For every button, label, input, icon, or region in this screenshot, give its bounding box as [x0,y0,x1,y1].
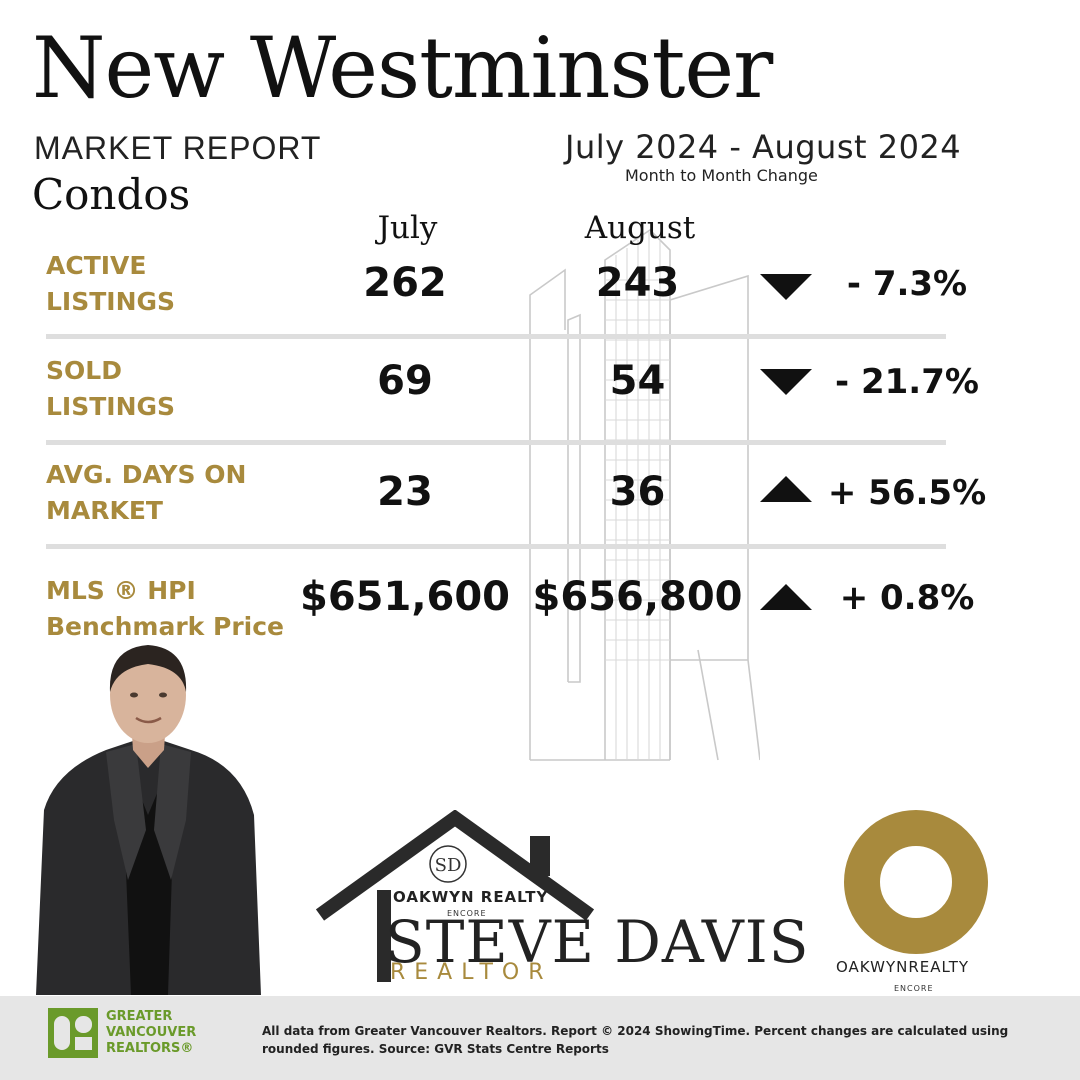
july-value: 69 [377,358,433,404]
metric-label: AVG. DAYS ON MARKET [46,457,246,529]
realtor-brand-logo: SD [315,810,595,982]
august-value: 36 [609,469,666,515]
oakwyn-ring-logo [844,810,988,954]
metric-row-hpi-benchmark-price: MLS ® HPI Benchmark Price $651,600 $656,… [0,573,1080,673]
gvr-line1: GREATER [106,1009,173,1024]
column-header-august: August [584,210,696,246]
metric-label-line1: MLS ® HPI [46,576,196,605]
row-divider [46,334,946,339]
percent-change: - 7.3% [846,264,968,304]
oakwyn-realty-label: OAKWYNREALTY [836,958,970,976]
metric-label-line1: SOLD [46,356,122,385]
august-value: 54 [609,358,666,404]
metric-row-active-listings: ACTIVE LISTINGS 262 243 - 7.3% [0,248,1080,348]
category-label: Condos [32,170,191,219]
column-header-july: July [377,210,438,246]
percent-change: + 56.5% [827,473,987,513]
realtor-portrait [36,645,261,995]
row-divider [46,544,946,549]
report-label: MARKET REPORT [34,130,322,166]
metric-label-line2: LISTINGS [46,392,176,421]
realtor-name: STEVE DAVIS [385,908,810,976]
august-value: $656,800 [532,574,743,620]
footer-disclaimer: All data from Greater Vancouver Realtors… [262,1024,1009,1056]
metric-label: SOLD LISTINGS [46,353,175,425]
down-arrow-icon [760,369,812,395]
july-value: 262 [363,260,447,306]
metric-label-line1: AVG. DAYS ON [46,460,247,489]
percent-change: + 0.8% [839,578,975,618]
metric-row-sold-listings: SOLD LISTINGS 69 54 - 21.7% [0,353,1080,453]
percent-change: - 21.7% [835,362,979,402]
gvr-logo-text: GREATER VANCOUVER REALTORS® [106,1009,196,1057]
realtor-title: REALTOR [390,960,553,985]
brand-encore: ENCORE [447,909,487,918]
august-value: 243 [595,260,680,306]
july-value: 23 [377,469,433,515]
page-title: New Westminster [32,19,773,117]
july-value: $651,600 [299,574,511,620]
down-arrow-icon [760,274,812,300]
metric-label-line2: Benchmark Price [46,612,285,641]
gvr-line2: VANCOUVER [106,1025,197,1040]
metric-label-line2: LISTINGS [46,287,176,316]
up-arrow-icon [760,476,812,502]
up-arrow-icon [760,584,812,610]
metric-label-line2: MARKET [46,496,163,525]
metric-label-line1: ACTIVE [46,251,147,280]
row-divider [46,440,946,445]
oakwyn-encore-label: ENCORE [894,984,934,993]
metric-label: MLS ® HPI Benchmark Price [46,573,284,645]
footer [0,996,1080,1080]
period-subtitle: Month to Month Change [625,166,818,185]
period-label: July 2024 - August 2024 [565,128,962,166]
metric-label: ACTIVE LISTINGS [46,248,175,320]
gvr-logo-icon [48,1008,98,1058]
brand-oakwyn-realty: OAKWYN REALTY [393,888,549,906]
gvr-line3: REALTORS® [106,1041,194,1056]
brand-monogram: SD [435,855,462,876]
metric-row-avg-days-on-market: AVG. DAYS ON MARKET 23 36 + 56.5% [0,457,1080,557]
